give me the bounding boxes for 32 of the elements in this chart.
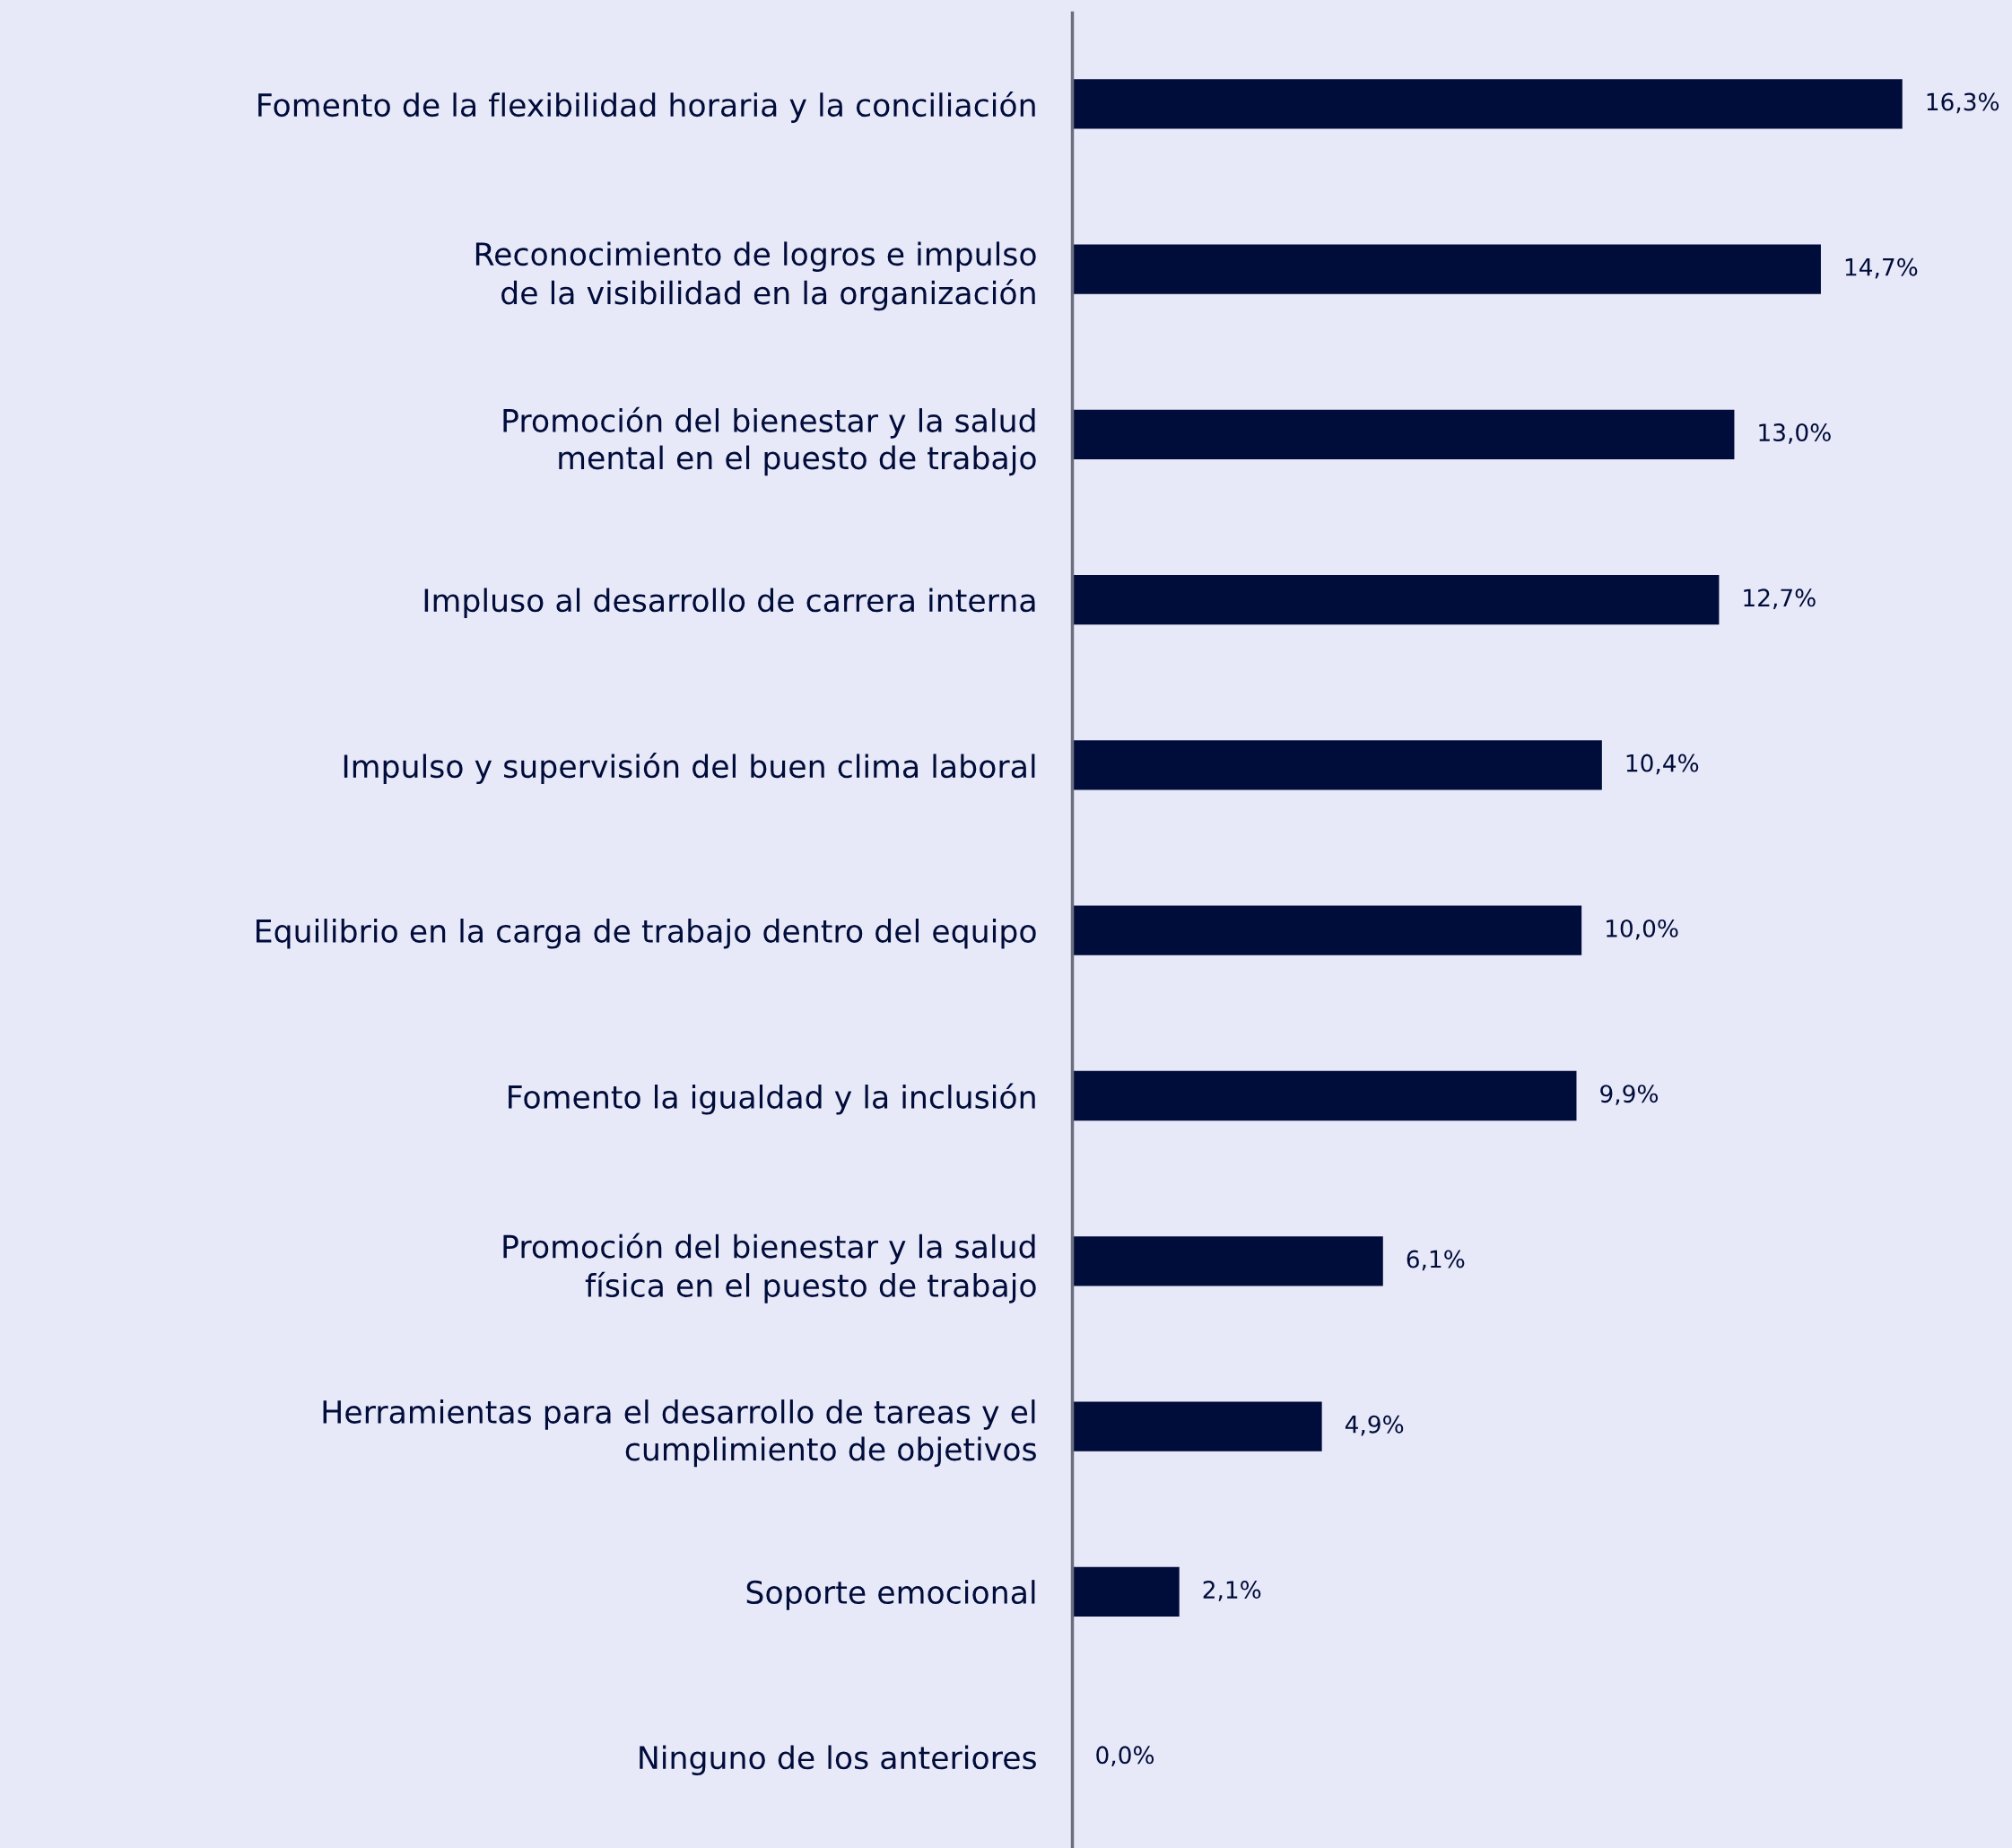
bar <box>1072 740 1602 790</box>
data-label: 14,7% <box>1845 257 1918 279</box>
y-tick-label: Herramientas para el desarrollo de tareas y el cumplimiento de objetivos <box>323 1399 1036 1468</box>
y-tick-label: Impulso y supervisión del buen clima laboral <box>344 753 1035 785</box>
bar <box>1072 905 1582 955</box>
data-label: 0,0% <box>1096 1746 1154 1766</box>
data-label: 10,0% <box>1607 919 1678 940</box>
bar <box>1072 409 1735 459</box>
y-tick-label: Fomento la igualdad y la inclusión <box>509 1083 1035 1115</box>
data-label: 9,9% <box>1600 1085 1659 1105</box>
bar <box>1072 1236 1383 1286</box>
y-tick-label: Fomento de la flexibilidad horaria y la conciliación <box>258 91 1035 123</box>
data-label: 13,0% <box>1759 423 1831 444</box>
bar <box>1072 1566 1180 1617</box>
data-label: 16,3% <box>1927 92 1999 114</box>
data-label: 4,9% <box>1345 1415 1404 1436</box>
bar <box>1072 1070 1577 1121</box>
y-tick-label: Promoción del bienestar y la salud física en el puesto de trabajo <box>503 1233 1036 1303</box>
bar <box>1072 1401 1322 1451</box>
bar <box>1072 574 1720 625</box>
y-tick-label: Impluso al desarrollo de carrera interna <box>424 588 1035 619</box>
data-label: 2,1% <box>1203 1581 1261 1601</box>
y-tick-label: Reconocimiento de logros e impulso de la visibilidad en la organización <box>475 241 1036 311</box>
data-label: 12,7% <box>1744 588 1816 609</box>
y-tick-label: Promoción del bienestar y la salud mental en el puesto de trabajo <box>503 406 1036 476</box>
bar <box>1072 79 1903 129</box>
y-tick-label: Ninguno de los anteriores <box>640 1745 1036 1776</box>
y-tick-label: Equilibrio en la carga de trabajo dentro del equipo <box>257 919 1036 949</box>
y-tick-label: Soporte emocional <box>746 1580 1035 1610</box>
data-label: 10,4% <box>1626 754 1699 775</box>
data-label: 6,1% <box>1407 1250 1465 1271</box>
bar <box>1072 244 1821 294</box>
